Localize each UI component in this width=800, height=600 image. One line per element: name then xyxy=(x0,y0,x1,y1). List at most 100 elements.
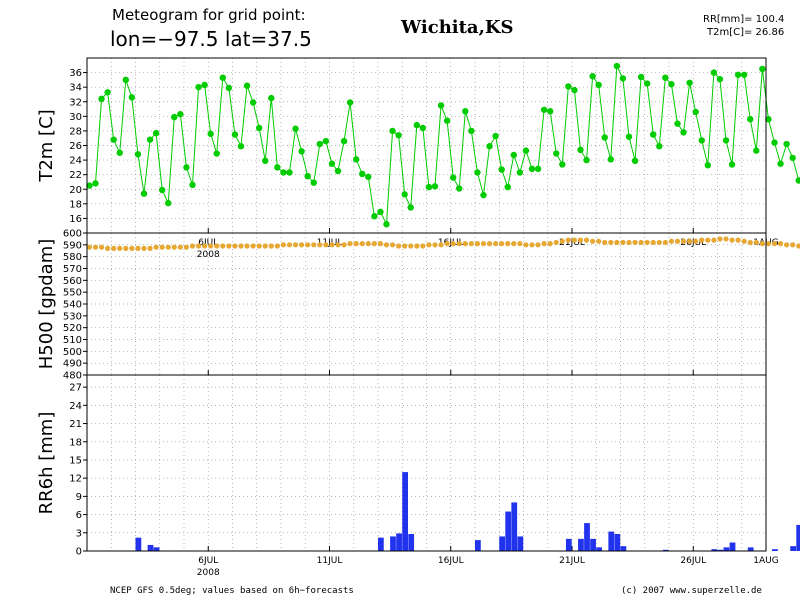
t2m-point xyxy=(656,143,663,150)
rr-bar xyxy=(584,523,590,551)
t2m-point xyxy=(213,150,220,157)
h500-point xyxy=(499,241,505,247)
y-tick-label: 28 xyxy=(69,126,82,137)
h500-point xyxy=(111,245,117,251)
t2m-point xyxy=(480,191,487,199)
rr-bar xyxy=(578,538,584,551)
t2m-point xyxy=(92,180,99,187)
h500-point xyxy=(796,243,800,249)
t2m-point xyxy=(686,79,693,86)
y-tick-label: 530 xyxy=(63,311,82,322)
t2m-point xyxy=(334,167,342,175)
t2m-point xyxy=(662,74,669,81)
x-tick-label: 6JUL xyxy=(198,556,218,566)
t2m-point xyxy=(565,83,572,90)
t2m-point xyxy=(413,121,420,129)
h500-point xyxy=(353,241,359,247)
h500-point xyxy=(486,241,493,247)
h500-point xyxy=(329,242,335,248)
h500-point xyxy=(389,242,396,248)
h500-point xyxy=(602,239,608,246)
stat-t2m: T2m[C]= 26.86 xyxy=(706,27,784,38)
h500-point xyxy=(432,242,438,248)
rr-bar xyxy=(511,502,518,551)
y-tick-label: 500 xyxy=(63,347,82,358)
t2m-point xyxy=(704,161,711,169)
h500-point xyxy=(705,237,711,243)
h500-point xyxy=(541,241,547,247)
h500-point xyxy=(226,243,232,249)
t2m-point xyxy=(625,133,633,140)
h500-point xyxy=(317,242,323,248)
t2m-point xyxy=(122,76,129,84)
t2m-point xyxy=(262,157,269,165)
h500-point xyxy=(195,243,202,249)
h500-point xyxy=(189,243,196,249)
h500-point xyxy=(147,245,153,251)
y-tick-label: 520 xyxy=(63,323,82,334)
h500-point xyxy=(620,239,626,246)
h500-point xyxy=(777,241,784,247)
h500-point xyxy=(420,243,426,249)
t2m-point xyxy=(637,73,645,81)
h500-point xyxy=(171,244,177,250)
h500-point xyxy=(747,239,753,246)
t2m-point xyxy=(365,173,372,181)
h500-point xyxy=(662,239,668,246)
h500-point xyxy=(268,243,274,249)
t2m-point xyxy=(789,154,796,162)
h500-point xyxy=(238,243,244,249)
t2m-point xyxy=(492,132,499,140)
y-tick-label: 540 xyxy=(63,300,82,311)
h500-point xyxy=(462,241,468,247)
h500-point xyxy=(232,243,238,249)
rr-bar xyxy=(790,546,797,551)
t2m-point xyxy=(134,151,142,158)
rr-bar xyxy=(147,544,154,551)
rr-bar xyxy=(565,538,572,551)
h500-point xyxy=(559,238,565,244)
y-tick-label: 600 xyxy=(63,229,82,240)
t2m-point xyxy=(419,124,427,132)
rr-bar xyxy=(378,537,384,551)
h500-point xyxy=(135,245,141,251)
h500-point xyxy=(359,241,365,247)
title-line2: lon=−97.5 lat=37.5 xyxy=(110,27,312,51)
t2m-point xyxy=(237,143,245,150)
h500-point xyxy=(735,237,741,243)
t2m-point xyxy=(110,136,117,143)
h500-point xyxy=(383,242,390,248)
t2m-point xyxy=(753,147,760,154)
y-tick-label: 24 xyxy=(69,401,82,412)
rr-bar xyxy=(402,472,409,551)
x-tick-label: 11JUL xyxy=(317,556,343,566)
y-tick-label: 0 xyxy=(76,547,82,558)
t2m-point xyxy=(268,94,275,102)
y-axis-label: H500 [gpdam] xyxy=(36,239,57,370)
y-tick-label: 15 xyxy=(69,455,82,466)
rr-bar xyxy=(796,524,800,551)
h500-point xyxy=(153,244,159,250)
y-tick-label: 550 xyxy=(63,288,82,299)
h500-point xyxy=(292,242,299,248)
t2m-point xyxy=(431,183,439,190)
rr-bar xyxy=(408,534,415,551)
h500-point xyxy=(638,239,644,246)
h500-point xyxy=(341,242,347,248)
h500-point xyxy=(596,238,602,244)
t2m-point xyxy=(225,84,233,92)
t2m-point xyxy=(498,166,505,173)
t2m-point xyxy=(201,81,208,89)
t2m-point xyxy=(643,80,651,87)
rr-bar xyxy=(135,537,142,551)
y-tick-label: 20 xyxy=(69,185,82,196)
t2m-point xyxy=(777,160,784,167)
y-tick-label: 36 xyxy=(69,68,82,79)
t2m-point xyxy=(583,156,590,164)
t2m-point xyxy=(104,89,111,96)
y-tick-label: 26 xyxy=(69,141,82,152)
h500-point xyxy=(159,244,165,250)
t2m-point xyxy=(783,140,790,148)
